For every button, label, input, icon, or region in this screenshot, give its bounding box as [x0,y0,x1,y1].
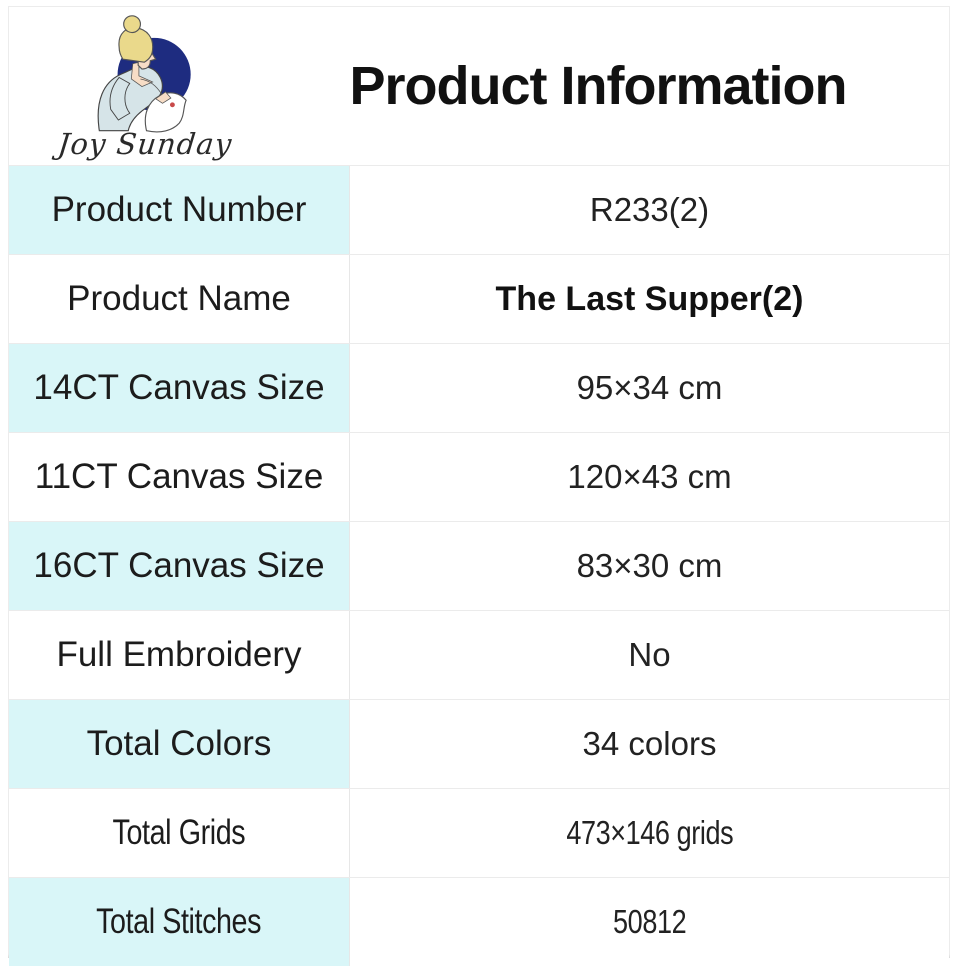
row-label: Total Colors [9,700,349,788]
row-label: Total Stitches [9,878,349,966]
row-value: 95×34 cm [349,344,949,432]
table-row-total-colors: Total Colors 34 colors [9,699,949,788]
joy-sunday-woman-embroidering-icon [97,15,191,133]
row-label: Total Grids [112,813,246,852]
row-value: The Last Supper(2) [349,255,949,343]
brand-name: Joy Sunday [56,127,234,161]
row-value: R233(2) [349,166,949,254]
row-label: Full Embroidery [56,635,302,674]
table-row-total-grids: Total Grids 473×146 grids [9,788,949,877]
row-value: 34 colors [349,700,949,788]
row-label: 11CT Canvas Size [34,457,324,496]
table-row-11ct-canvas-size: 11CT Canvas Size 120×43 cm [9,432,949,521]
table-row-total-stitches: Total Stitches 50812 [9,877,949,966]
row-value: No [349,611,949,699]
row-value: 50812 [349,878,949,966]
row-label: Product Name [67,279,291,318]
header: Joy Sunday Product Information [9,7,949,165]
row-label: 16CT Canvas Size [9,522,349,610]
row-label: 14CT Canvas Size [9,344,349,432]
row-value: 83×30 cm [349,522,949,610]
table-row-14ct-canvas-size: 14CT Canvas Size 95×34 cm [9,343,949,432]
table-row-product-name: Product Name The Last Supper(2) [9,254,949,343]
row-label: Product Number [9,166,349,254]
table-row-full-embroidery: Full Embroidery No [9,610,949,699]
product-info-sheet: Joy Sunday Product Information Product N… [8,6,950,966]
brand-logo: Joy Sunday [9,11,281,161]
page-title: Product Information [349,56,848,116]
table-row-product-number: Product Number R233(2) [9,165,949,254]
table-row-16ct-canvas-size: 16CT Canvas Size 83×30 cm [9,521,949,610]
row-value: 473×146 grids [349,789,949,877]
row-value: 120×43 cm [349,433,949,521]
